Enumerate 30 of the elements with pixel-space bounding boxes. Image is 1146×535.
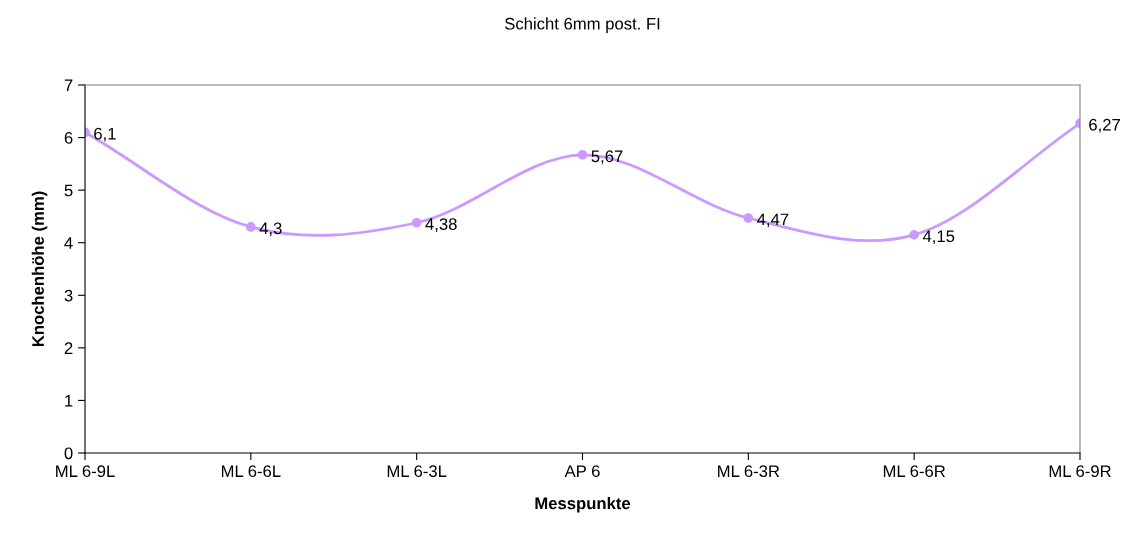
- data-label: 4,15: [922, 230, 955, 245]
- y-tick-label: 4: [64, 237, 73, 249]
- y-axis-title: Knochenhöhe (mm): [31, 191, 48, 347]
- data-label: 6,27: [1089, 118, 1120, 133]
- x-axis-title: Messpunkte: [535, 497, 631, 513]
- data-label: 5,67: [591, 150, 623, 165]
- data-label: 4,47: [757, 213, 789, 228]
- y-tick-label: 1: [65, 395, 73, 407]
- point: [909, 229, 920, 240]
- data-label: 4,38: [425, 218, 457, 232]
- y-tick-label: 3: [64, 289, 73, 302]
- y-tick-label: 7: [64, 79, 73, 92]
- x-tick-label: ML 6-3L: [387, 465, 447, 478]
- y-tick-label: 6: [64, 131, 73, 144]
- data-label: 6,1: [94, 127, 116, 142]
- y-tick-label: 2: [64, 342, 73, 354]
- x-tick-label: ML 6-9R: [1049, 465, 1111, 478]
- x-tick-label: ML 6-9L: [56, 465, 115, 478]
- x-tick-label: ML 6-3R: [718, 465, 780, 478]
- point: [245, 222, 256, 232]
- y-tick-label: 0: [64, 447, 73, 460]
- x-tick-label: ML 6-6R: [883, 465, 946, 478]
- point: [411, 217, 422, 228]
- chart-title: Schicht 6mm post. FI: [505, 17, 660, 33]
- y-tick-label: 5: [64, 184, 73, 197]
- x-tick-label: AP 6: [564, 465, 600, 478]
- data-label: 4,3: [259, 222, 282, 237]
- point: [577, 150, 588, 160]
- x-tick-label: ML 6-6L: [221, 465, 281, 478]
- point: [743, 213, 754, 223]
